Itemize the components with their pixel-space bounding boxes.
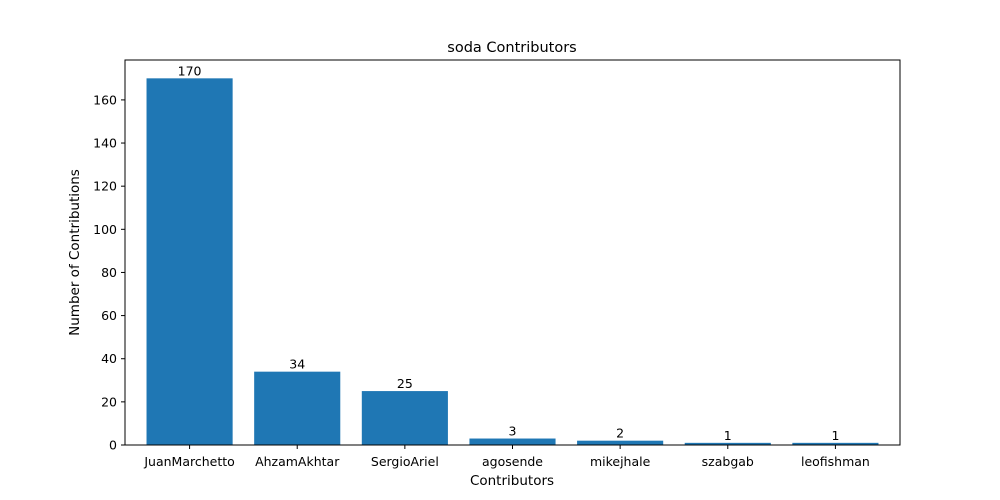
bar bbox=[577, 440, 664, 445]
x-ticks: JuanMarchetto AhzamAkhtar SergioAriel agose… bbox=[143, 445, 870, 469]
bar bbox=[469, 438, 556, 445]
x-tick-label: JuanMarchetto bbox=[143, 454, 234, 469]
x-tick-label: agosende bbox=[482, 454, 543, 469]
bar-value-label: 1 bbox=[724, 428, 732, 443]
x-axis-label: Contributors bbox=[470, 473, 554, 489]
bar-value-label: 25 bbox=[397, 376, 413, 391]
x-tick-label: SergioAriel bbox=[371, 454, 439, 469]
y-ticks: 0 20 40 60 80 100 120 140 160 bbox=[93, 92, 125, 453]
bar-value-label: 3 bbox=[509, 424, 517, 439]
bar-value-label: 170 bbox=[178, 63, 202, 78]
bar-value-label: 34 bbox=[289, 357, 305, 372]
chart-title: soda Contributors bbox=[447, 40, 576, 56]
bar-value-labels: 170 34 25 3 2 1 1 bbox=[178, 63, 840, 443]
x-tick-label: leofishman bbox=[801, 454, 870, 469]
bar bbox=[792, 442, 879, 445]
y-axis-label: Number of Contributions bbox=[67, 169, 83, 336]
y-tick-label: 80 bbox=[101, 265, 117, 280]
y-tick-label: 140 bbox=[93, 136, 117, 151]
bar-value-label: 1 bbox=[831, 428, 839, 443]
bars bbox=[146, 78, 879, 445]
y-tick-label: 40 bbox=[101, 351, 117, 366]
y-tick-label: 0 bbox=[109, 438, 117, 453]
bar bbox=[254, 371, 341, 445]
x-tick-label: mikejhale bbox=[590, 454, 651, 469]
bar-value-label: 2 bbox=[616, 426, 624, 441]
plot-frame bbox=[124, 59, 901, 446]
bar bbox=[684, 442, 771, 445]
y-tick-label: 100 bbox=[93, 222, 117, 237]
y-tick-label: 20 bbox=[101, 394, 117, 409]
x-tick-label: szabgab bbox=[702, 454, 754, 469]
y-tick-label: 120 bbox=[93, 179, 117, 194]
y-tick-label: 160 bbox=[93, 92, 117, 107]
bar bbox=[361, 391, 448, 445]
bar bbox=[146, 78, 233, 445]
x-tick-label: AhzamAkhtar bbox=[255, 454, 340, 469]
y-tick-label: 60 bbox=[101, 308, 117, 323]
